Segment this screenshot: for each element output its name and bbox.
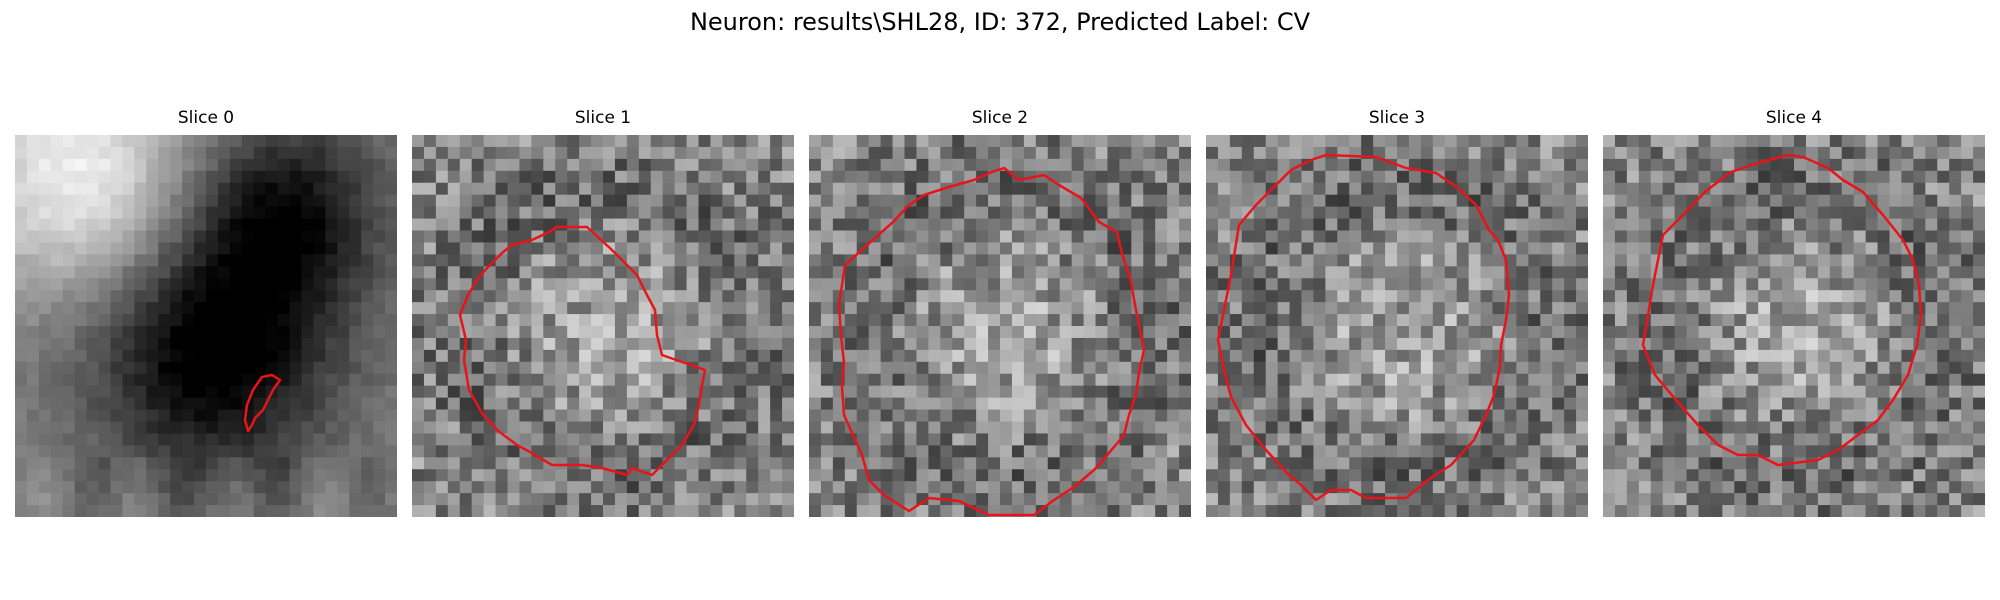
- pixel-grid: [412, 135, 794, 517]
- slice-image-0: [15, 135, 397, 517]
- pixel-grid: [1206, 135, 1588, 517]
- segmentation-contour: [1216, 153, 1511, 502]
- figure-title: Neuron: results\SHL28, ID: 372, Predicte…: [689, 8, 1311, 36]
- pixel-grid: [1603, 135, 1985, 517]
- pixel-grid: [809, 135, 1191, 517]
- slice-title-3: Slice 3: [1368, 108, 1426, 128]
- slice-title-1: Slice 1: [574, 108, 632, 128]
- slice-image-4: [1603, 135, 1985, 517]
- slice-panel-3: Slice 3: [1206, 108, 1588, 526]
- pixel-grid: [15, 135, 397, 517]
- segmentation-contour: [458, 225, 707, 477]
- slice-panel-2: Slice 2: [809, 108, 1191, 526]
- segmentation-contour: [1641, 153, 1923, 467]
- slice-image-2: [809, 135, 1191, 517]
- slice-image-3: [1206, 135, 1588, 517]
- slice-title-0: Slice 0: [177, 108, 235, 128]
- slice-panel-4: Slice 4: [1603, 108, 1985, 526]
- slice-title-2: Slice 2: [971, 108, 1029, 128]
- segmentation-contour: [837, 166, 1146, 517]
- slice-title-4: Slice 4: [1765, 108, 1823, 128]
- slice-image-1: [412, 135, 794, 517]
- slice-panel-0: Slice 0: [15, 108, 397, 526]
- slice-panel-1: Slice 1: [412, 108, 794, 526]
- segmentation-contour: [243, 373, 282, 433]
